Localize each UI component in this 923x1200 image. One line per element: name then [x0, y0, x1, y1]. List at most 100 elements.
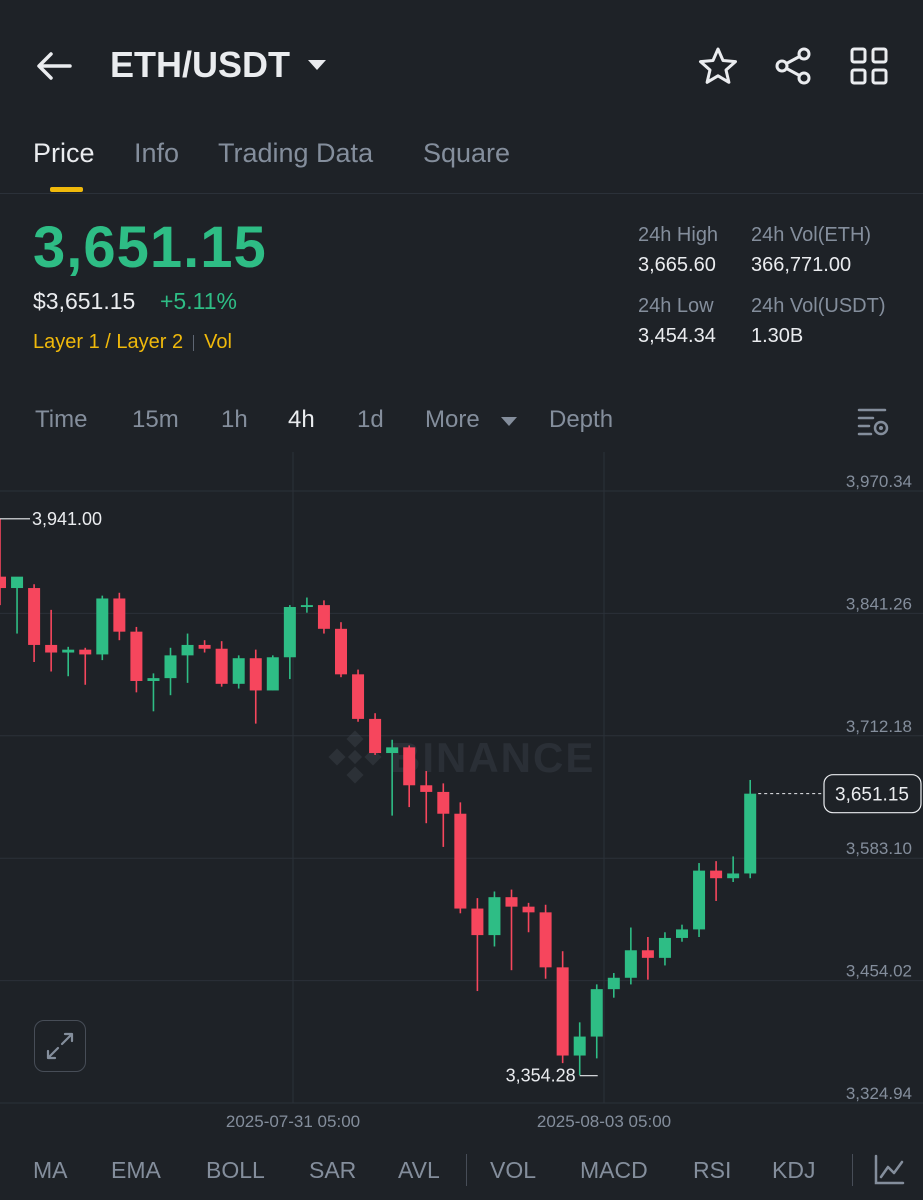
candle	[386, 739, 399, 816]
logo-diamond	[347, 749, 363, 765]
stat-vol-usdt-value: 1.30B	[751, 325, 804, 347]
candle	[607, 973, 620, 998]
y-tick-label: 3,712.18	[846, 717, 912, 736]
last-price-label: 3,651.15	[835, 785, 909, 806]
tab-active-indicator	[50, 187, 83, 192]
favorite-button[interactable]	[696, 44, 740, 88]
candle	[317, 600, 330, 634]
interval-time[interactable]: Time	[35, 406, 88, 433]
interval-1h[interactable]: 1h	[221, 406, 248, 433]
pair-selector[interactable]: ETH/USDT	[110, 44, 326, 86]
candle	[590, 984, 603, 1059]
candle	[79, 647, 92, 685]
candle-body	[335, 628, 347, 675]
candle-body	[437, 791, 450, 814]
stat-high-value: 3,665.60	[638, 254, 716, 276]
indicator-boll[interactable]: BOLL	[206, 1157, 265, 1183]
candle	[522, 902, 535, 933]
candle	[130, 626, 143, 693]
stat-low-value: 3,454.34	[638, 325, 716, 347]
candle	[352, 669, 365, 722]
chart-settings-button[interactable]	[855, 404, 891, 440]
indicator-ema[interactable]: EMA	[111, 1157, 161, 1183]
grid-menu-button[interactable]	[847, 44, 891, 88]
candle	[11, 576, 24, 634]
star-icon	[699, 47, 737, 84]
tab-info[interactable]: Info	[134, 138, 180, 168]
indicator-chart-icon[interactable]	[872, 1153, 906, 1187]
binance-logo-icon: BINANCE	[328, 730, 595, 784]
category-tags: Layer 1 / Layer 2 Vol	[33, 331, 232, 354]
back-button[interactable]	[32, 44, 76, 88]
candle-body	[28, 588, 41, 645]
indicator-macd[interactable]: MACD	[580, 1157, 648, 1183]
candle-body	[164, 655, 177, 679]
interval-15m[interactable]: 15m	[132, 406, 179, 433]
indicator-bar: MA EMA BOLL SAR AVL VOL MACD RSI KDJ	[0, 1140, 923, 1200]
candle-body	[386, 747, 399, 754]
candle-body	[11, 576, 24, 589]
candle-body	[744, 793, 757, 874]
logo-diamond	[346, 766, 364, 784]
candle	[658, 932, 671, 966]
candle	[232, 655, 245, 689]
x-tick-label: 2025-08-03 05:00	[537, 1112, 671, 1131]
candle-body	[505, 897, 518, 907]
share-button[interactable]	[771, 44, 815, 88]
logo-diamond	[346, 730, 364, 748]
candle-body	[641, 950, 654, 958]
tag-vol[interactable]: Vol	[204, 331, 232, 353]
indicator-divider	[852, 1154, 853, 1186]
candle-body	[710, 870, 723, 879]
fullscreen-button[interactable]	[34, 1020, 86, 1072]
indicator-avl[interactable]: AVL	[398, 1157, 440, 1183]
candle	[0, 518, 6, 606]
candle-body	[658, 937, 671, 958]
tag-layer[interactable]: Layer 1 / Layer 2	[33, 331, 184, 353]
candle-body	[215, 648, 228, 684]
tab-price[interactable]: Price	[33, 138, 95, 168]
interval-4h[interactable]: 4h	[288, 406, 315, 433]
indicator-sar[interactable]: SAR	[309, 1157, 357, 1183]
candle	[420, 771, 433, 824]
candle-body	[573, 1036, 586, 1056]
indicator-rsi[interactable]: RSI	[693, 1157, 732, 1183]
candle	[624, 927, 637, 985]
candle-body	[198, 644, 211, 649]
candle-body	[522, 906, 535, 913]
y-tick-label: 3,841.26	[846, 594, 912, 613]
candle-body	[266, 657, 279, 691]
candle	[164, 647, 177, 696]
interval-more[interactable]: More	[425, 406, 480, 433]
candle	[369, 713, 382, 755]
candle	[539, 904, 552, 979]
indicator-ma[interactable]: MA	[33, 1157, 68, 1183]
candle	[437, 783, 450, 847]
stat-low-label: 24h Low	[638, 295, 714, 317]
interval-depth[interactable]: Depth	[549, 406, 614, 433]
indicator-vol[interactable]: VOL	[490, 1157, 537, 1183]
expand-icon	[46, 1032, 74, 1060]
logo-diamond	[328, 748, 346, 766]
candle-body	[352, 674, 365, 719]
candle-body	[420, 785, 433, 792]
candle	[215, 641, 228, 687]
tab-trading-data[interactable]: Trading Data	[218, 138, 374, 168]
candle	[727, 856, 740, 883]
tab-bar: Price Info Trading Data Square	[0, 130, 923, 194]
watermark-text: BINANCE	[390, 734, 595, 781]
interval-1d[interactable]: 1d	[357, 406, 384, 433]
candle-body	[471, 908, 484, 936]
candle-body	[488, 897, 501, 936]
last-price-badge[interactable]	[823, 774, 922, 814]
tag-divider	[193, 334, 195, 351]
indicator-kdj[interactable]: KDJ	[772, 1157, 816, 1183]
high-marker-label: 3,941.00	[32, 509, 102, 529]
share-icon	[775, 47, 811, 85]
chart-canvas: BINANCE 3,941.00 3,354.28 3,651.15 3,970.3…	[0, 452, 923, 1131]
candlestick-chart[interactable]: BINANCE 3,941.00 3,354.28 3,651.15 3,970.3…	[0, 452, 923, 1132]
stat-high-label: 24h High	[638, 224, 719, 246]
candle-body	[624, 950, 637, 978]
candle-body	[300, 605, 313, 608]
tab-square[interactable]: Square	[423, 138, 511, 168]
